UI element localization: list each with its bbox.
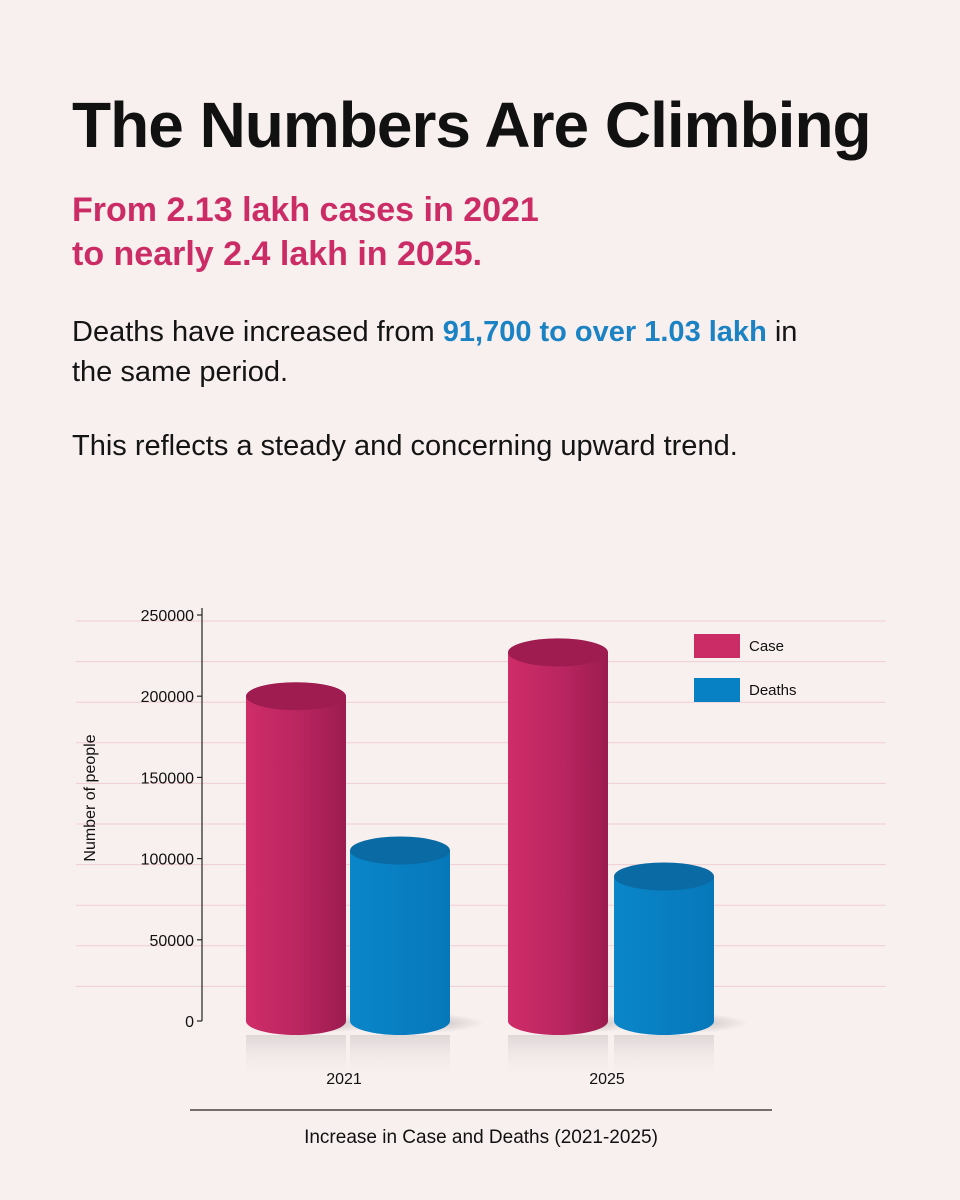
y-axis-label: Number of people [82, 734, 99, 861]
bar-reflection [508, 1035, 608, 1081]
bar-top-case-2025 [508, 638, 608, 667]
bar-case-2025 [508, 652, 608, 1035]
deaths-text-after: in the same period. [72, 316, 798, 388]
bar-case-2021 [246, 696, 346, 1035]
page-subtitle: From 2.13 lakh cases in 2021 to nearly 2… [72, 188, 539, 276]
bar-top-deaths-2025 [614, 862, 714, 891]
bar-reflection [246, 1035, 346, 1081]
x-axis-label: Increase in Case and Deaths (2021-2025) [304, 1127, 658, 1148]
y-tick-label: 50000 [150, 933, 195, 950]
x-tick-label: 2025 [589, 1071, 625, 1088]
bar-reflection [614, 1035, 714, 1081]
y-tick-label: 250000 [141, 608, 194, 625]
y-tick-label: 100000 [141, 852, 194, 869]
bar-deaths-2021 [350, 850, 450, 1035]
bar-chart: 0 50000 100000 150000 200000 250000 Case Death… [76, 608, 886, 1148]
y-tick-label: 0 [185, 1014, 194, 1031]
x-tick-label: 2021 [326, 1071, 362, 1088]
chart-legend: Case Deaths [694, 634, 797, 702]
deaths-text-before: Deaths have increased from [72, 316, 443, 348]
bar-top-case-2021 [246, 682, 346, 711]
bars [246, 638, 748, 1081]
grid-lines [76, 620, 886, 987]
legend-label-deaths: Deaths [749, 682, 797, 699]
deaths-highlight: 91,700 to over 1.03 lakh [442, 316, 767, 348]
deaths-paragraph: Deaths have increased from 91,700 to ove… [72, 312, 812, 392]
bar-top-deaths-2021 [350, 836, 450, 865]
bar-reflection [350, 1035, 450, 1081]
legend-swatch-case [694, 634, 740, 658]
trend-paragraph: This reflects a steady and concerning up… [72, 430, 738, 462]
y-tick-label: 200000 [141, 689, 194, 706]
y-tick-label: 150000 [141, 770, 194, 787]
subtitle-line-1: From 2.13 lakh cases in 2021 [72, 191, 539, 229]
axis-labels: 2021 2025 Number of people Increase in Case… [82, 734, 772, 1148]
y-axis: 0 50000 100000 150000 200000 250000 [141, 608, 203, 1031]
bar-deaths-2025 [614, 876, 714, 1035]
legend-swatch-deaths [694, 678, 740, 702]
page-title: The Numbers Are Climbing [72, 89, 872, 161]
legend-label-case: Case [749, 638, 784, 655]
subtitle-line-2: to nearly 2.4 lakh in 2025. [72, 235, 483, 273]
